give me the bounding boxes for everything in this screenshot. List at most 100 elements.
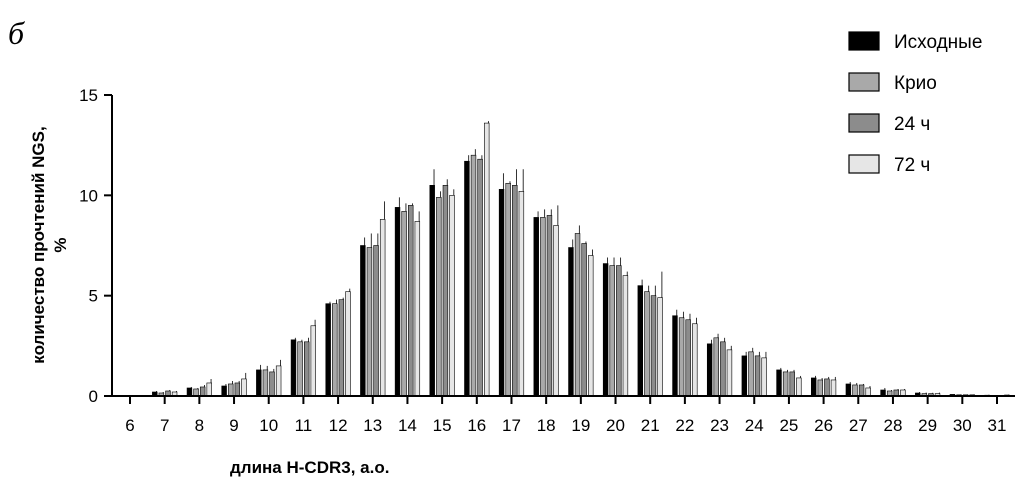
x-tick-label-15: 15 bbox=[433, 416, 452, 435]
bar-24-series-3 bbox=[761, 357, 767, 397]
bar-25-series-2 bbox=[789, 371, 795, 397]
bar-10-series-2 bbox=[269, 371, 275, 397]
y-tick-label-0: 0 bbox=[89, 387, 98, 406]
x-tick-label-7: 7 bbox=[160, 416, 169, 435]
bar-17-series-1 bbox=[505, 182, 511, 397]
axes-group: 0 5 10 15 6 7 8 9 10 11 12 13 14 15 16 17 18 19 20 21 22 23 24… bbox=[79, 86, 1015, 435]
x-tick-label-9: 9 bbox=[229, 416, 238, 435]
bar-27-series-0 bbox=[845, 383, 852, 397]
bar-26-series-1 bbox=[817, 379, 824, 397]
x-tick-label-23: 23 bbox=[710, 416, 729, 435]
x-tick-label-13: 13 bbox=[363, 416, 382, 435]
bar-21-series-3 bbox=[657, 297, 663, 397]
x-tick-label-10: 10 bbox=[259, 416, 278, 435]
x-tick-label-25: 25 bbox=[779, 416, 798, 435]
bar-25-series-3 bbox=[796, 377, 802, 397]
bar-27-series-2 bbox=[858, 384, 865, 397]
bar-8-series-0 bbox=[186, 387, 193, 397]
x-tick-label-6: 6 bbox=[125, 416, 134, 435]
bar-15-series-0 bbox=[429, 185, 435, 397]
y-tick-label-15: 15 bbox=[79, 86, 98, 105]
bar-19-series-2 bbox=[581, 243, 587, 397]
bar-15-series-2 bbox=[442, 185, 449, 397]
legend-swatch-3 bbox=[848, 154, 880, 174]
bar-25-series-1 bbox=[782, 371, 789, 397]
bar-27-series-3 bbox=[865, 387, 871, 397]
bar-20-series-0 bbox=[602, 263, 609, 397]
bar-13-series-0 bbox=[360, 245, 366, 397]
x-tick-label-8: 8 bbox=[195, 416, 204, 435]
bar-8-series-1 bbox=[193, 388, 199, 397]
bar-23-series-0 bbox=[706, 343, 713, 397]
x-tick-label-16: 16 bbox=[467, 416, 486, 435]
bar-11-series-2 bbox=[303, 341, 310, 397]
bar-17-series-3 bbox=[518, 191, 525, 397]
bar-24-series-1 bbox=[748, 351, 754, 397]
panel-letter: б bbox=[8, 15, 25, 51]
legend-label-2: 24 ч bbox=[894, 114, 930, 135]
bar-26-series-0 bbox=[810, 377, 817, 397]
bar-19-series-3 bbox=[588, 255, 594, 397]
bar-20-series-2 bbox=[616, 265, 622, 397]
legend-swatch-0 bbox=[848, 31, 880, 51]
bar-16-series-0 bbox=[464, 160, 470, 397]
bar-22-series-0 bbox=[672, 315, 678, 397]
bar-23-series-3 bbox=[726, 349, 733, 397]
bar-22-series-2 bbox=[685, 319, 691, 397]
bar-23-series-1 bbox=[713, 337, 719, 397]
y-tick-label-5: 5 bbox=[89, 287, 98, 306]
bar-25-series-0 bbox=[776, 369, 782, 397]
x-tick-label-21: 21 bbox=[641, 416, 660, 435]
bar-26-series-2 bbox=[824, 378, 830, 397]
bar-8-series-3 bbox=[206, 382, 212, 397]
bar-18-series-3 bbox=[553, 225, 559, 397]
y-tick-label-10: 10 bbox=[79, 186, 98, 205]
bar-22-series-1 bbox=[678, 317, 685, 397]
x-tick-label-28: 28 bbox=[883, 416, 902, 435]
bar-12-series-1 bbox=[332, 303, 338, 397]
bar-17-series-2 bbox=[512, 185, 518, 397]
bar-8-series-2 bbox=[199, 386, 206, 397]
x-tick-label-18: 18 bbox=[537, 416, 556, 435]
bar-14-series-3 bbox=[414, 221, 421, 397]
bar-26-series-3 bbox=[830, 379, 837, 397]
x-tick-label-17: 17 bbox=[502, 416, 521, 435]
x-axis-title: длина H-CDR3, а.о. bbox=[230, 458, 389, 477]
x-tick-label-19: 19 bbox=[571, 416, 590, 435]
bar-18-series-0 bbox=[533, 217, 539, 397]
x-tick-label-14: 14 bbox=[398, 416, 417, 435]
bar-12-series-0 bbox=[325, 303, 331, 397]
bar-9-series-2 bbox=[234, 382, 241, 397]
x-tick-label-31: 31 bbox=[988, 416, 1007, 435]
bar-12-series-3 bbox=[345, 291, 351, 397]
bar-9-series-0 bbox=[221, 385, 227, 397]
bar-11-series-0 bbox=[290, 339, 297, 397]
bar-9-series-1 bbox=[228, 383, 234, 397]
bar-11-series-3 bbox=[310, 325, 316, 397]
legend: Исходные Крио 24 ч 72 ч bbox=[848, 31, 982, 176]
bar-15-series-1 bbox=[436, 197, 442, 397]
bar-21-series-1 bbox=[644, 291, 650, 397]
bar-16-series-3 bbox=[483, 122, 490, 397]
bar-13-series-3 bbox=[379, 219, 386, 397]
legend-swatch-2 bbox=[848, 113, 880, 133]
bar-10-series-0 bbox=[256, 369, 262, 397]
legend-swatch-1 bbox=[848, 72, 880, 92]
bar-9-series-3 bbox=[241, 378, 247, 397]
bar-14-series-0 bbox=[394, 207, 401, 397]
x-tick-label-12: 12 bbox=[329, 416, 348, 435]
y-axis-title-line2: % bbox=[51, 237, 70, 252]
bar-24-series-0 bbox=[741, 355, 748, 397]
bar-16-series-2 bbox=[477, 158, 483, 397]
bar-23-series-2 bbox=[720, 341, 726, 397]
bar-12-series-2 bbox=[338, 299, 345, 397]
x-tick-label-30: 30 bbox=[953, 416, 972, 435]
x-tick-label-29: 29 bbox=[918, 416, 937, 435]
bar-16-series-1 bbox=[470, 154, 477, 397]
bar-13-series-1 bbox=[366, 247, 373, 397]
bar-11-series-1 bbox=[297, 341, 303, 397]
bar-10-series-3 bbox=[275, 365, 282, 397]
bar-15-series-3 bbox=[449, 195, 455, 397]
x-tick-label-20: 20 bbox=[606, 416, 625, 435]
